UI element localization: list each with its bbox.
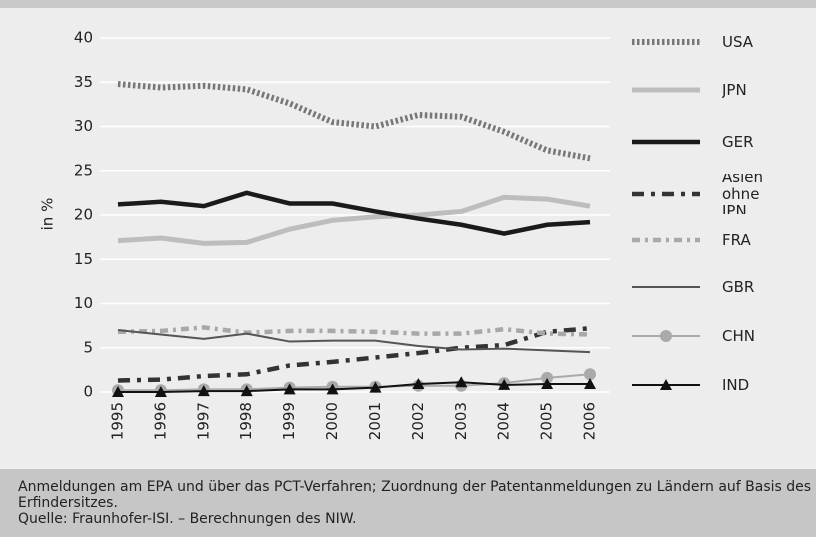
series-line xyxy=(117,190,591,236)
marker xyxy=(283,383,296,395)
legend-entry: GER xyxy=(722,132,754,151)
legend-label: IND xyxy=(722,375,750,394)
x-tick-label: 2003 xyxy=(452,402,470,440)
legend-entry: CHN xyxy=(722,326,755,345)
y-tick-label: 10 xyxy=(74,294,93,312)
x-tick-label: 1996 xyxy=(151,402,169,440)
marker xyxy=(541,378,554,390)
footer-note: Anmeldungen am EPA und über das PCT-Verf… xyxy=(18,479,812,511)
x-tick-label: 2005 xyxy=(538,402,556,440)
y-tick-label: 25 xyxy=(74,161,93,179)
y-tick-label: 5 xyxy=(83,338,93,356)
legend-label: Asien ohne JPN xyxy=(722,174,763,214)
x-tick-label: 1997 xyxy=(194,402,212,440)
marker xyxy=(584,368,596,381)
x-tick-label: 2001 xyxy=(366,402,384,440)
marker xyxy=(541,371,554,384)
x-tick-label: 2000 xyxy=(323,402,341,440)
y-tick-label: 15 xyxy=(74,250,93,268)
footer-source: Quelle: Fraunhofer-ISI. – Berechnungen d… xyxy=(18,511,357,527)
y-axis-label: in % xyxy=(39,198,57,231)
series-line xyxy=(117,329,591,354)
x-tick-label: 2006 xyxy=(581,402,599,440)
legend-label: FRA xyxy=(722,230,751,249)
top-band xyxy=(0,0,816,8)
legend-label: JPN xyxy=(722,80,747,99)
series-line xyxy=(117,81,591,162)
series-line xyxy=(118,373,591,392)
marker xyxy=(660,330,672,342)
footer: Anmeldungen am EPA und über das PCT-Verf… xyxy=(0,469,816,537)
legend-label: USA xyxy=(722,32,754,51)
series-line xyxy=(118,381,590,393)
marker xyxy=(112,386,124,397)
legend-entry: IND xyxy=(722,375,750,394)
x-tick-label: 1998 xyxy=(237,402,255,440)
marker xyxy=(660,379,672,390)
y-tick-label: 35 xyxy=(74,73,93,91)
marker xyxy=(154,386,167,397)
legend-label: GBR xyxy=(722,277,755,296)
x-tick-label: 2002 xyxy=(409,402,427,440)
y-tick-label: 20 xyxy=(74,206,93,224)
marker xyxy=(369,381,382,393)
legend-entry: Asien ohne JPN xyxy=(722,174,763,214)
legend-label: GER xyxy=(722,132,754,151)
legend-entry: JPN xyxy=(722,80,747,99)
series-line xyxy=(117,325,591,337)
series-line xyxy=(117,194,591,246)
chart: in % 0 5 10 15 20 25 30 35 40 1995 1996 1997 1998 199… xyxy=(39,29,763,441)
marker xyxy=(498,378,511,390)
legend-label: CHN xyxy=(722,326,755,345)
marker xyxy=(240,385,253,397)
marker xyxy=(412,378,425,390)
x-tick-label: 1995 xyxy=(109,402,127,440)
legend-entry: USA xyxy=(722,32,754,51)
marker xyxy=(584,378,596,390)
y-tick-label: 0 xyxy=(83,383,93,401)
series-line xyxy=(117,326,591,383)
legend-entry: GBR xyxy=(722,277,755,296)
marker xyxy=(326,383,339,395)
marker xyxy=(197,385,210,397)
y-tick-label: 40 xyxy=(74,29,93,47)
legend-entry: FRA xyxy=(722,230,751,249)
x-tick-label: 2004 xyxy=(495,402,513,440)
x-tick-label: 1999 xyxy=(280,402,298,440)
marker xyxy=(455,376,468,388)
y-tick-label: 30 xyxy=(74,117,93,135)
